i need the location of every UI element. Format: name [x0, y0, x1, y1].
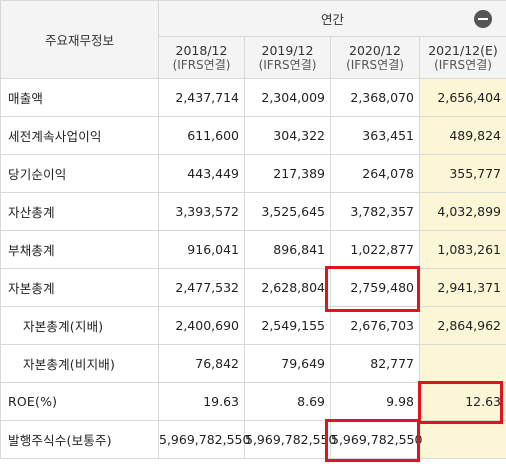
- table-cell: 2,628,804: [244, 268, 331, 307]
- table-cell: 12.63: [418, 382, 506, 421]
- column-basis: (IFRS연결): [346, 57, 404, 72]
- table-cell: 3,525,645: [244, 192, 331, 231]
- table-row: ROE(%) 19.63 8.69 9.98 12.63: [0, 382, 506, 421]
- table-cell: 5,969,782,550: [158, 420, 250, 459]
- table-cell: [418, 344, 506, 383]
- table-row: 매출액 2,437,714 2,304,009 2,368,070 2,656,…: [0, 78, 506, 117]
- table-cell: 2,304,009: [244, 78, 331, 117]
- table-cell: 2,941,371: [418, 268, 506, 307]
- table-cell: 3,782,357: [330, 192, 420, 231]
- row-label: 매출액: [0, 78, 159, 117]
- table-row: 자본총계(비지배) 76,842 79,649 82,777: [0, 344, 506, 383]
- table-cell: 79,649: [244, 344, 331, 383]
- column-header-2021e: 2021/12(E) (IFRS연결): [418, 36, 506, 79]
- table-cell: 2,368,070: [330, 78, 420, 117]
- table-cell: 5,969,782,550: [244, 420, 336, 459]
- table-row: 자본총계 2,477,532 2,628,804 2,759,480 2,941…: [0, 268, 506, 307]
- table-cell: 3,393,572: [158, 192, 245, 231]
- table-cell: 82,777: [330, 344, 420, 383]
- column-header-2020: 2020/12 (IFRS연결): [330, 36, 420, 79]
- table-cell: 2,400,690: [158, 306, 245, 345]
- annual-label: 연간: [321, 12, 345, 27]
- table-row: 발행주식수(보통주) 5,969,782,550 5,969,782,550 5…: [0, 420, 506, 459]
- row-label: 자본총계(지배): [0, 306, 159, 345]
- table-cell: 2,437,714: [158, 78, 245, 117]
- column-period: 2018/12: [175, 42, 228, 58]
- table-cell: 8.69: [244, 382, 331, 421]
- row-label: 자산총계: [0, 192, 159, 231]
- column-header-2019: 2019/12 (IFRS연결): [244, 36, 331, 79]
- table-cell: [418, 420, 506, 459]
- table-cell: 611,600: [158, 116, 245, 155]
- table-cell: 2,864,962: [418, 306, 506, 345]
- table-cell: 2,656,404: [418, 78, 506, 117]
- annual-group-header: 연간: [157, 0, 506, 37]
- table-row: 부채총계 916,041 896,841 1,022,877 1,083,261: [0, 230, 506, 269]
- column-basis: (IFRS연결): [172, 57, 231, 72]
- table-cell: 489,824: [418, 116, 506, 155]
- table-row: 당기순이익 443,449 217,389 264,078 355,777: [0, 154, 506, 193]
- table-cell: 2,549,155: [244, 306, 331, 345]
- row-label: ROE(%): [0, 382, 159, 421]
- table-cell: 1,083,261: [418, 230, 506, 269]
- table-cell: 217,389: [244, 154, 331, 193]
- table-cell: 76,842: [158, 344, 245, 383]
- column-basis: (IFRS연결): [434, 57, 492, 72]
- table-cell: 2,759,480: [330, 268, 420, 307]
- table-row: 자본총계(지배) 2,400,690 2,549,155 2,676,703 2…: [0, 306, 506, 345]
- table-cell: 4,032,899: [418, 192, 506, 231]
- table-cell: 896,841: [244, 230, 331, 269]
- table-cell: 264,078: [330, 154, 420, 193]
- table-cell: 2,477,532: [158, 268, 245, 307]
- column-header-2018: 2018/12 (IFRS연결): [158, 36, 245, 79]
- table-row: 자산총계 3,393,572 3,525,645 3,782,357 4,032…: [0, 192, 506, 231]
- row-label: 세전계속사업이익: [0, 116, 159, 155]
- table-cell: 363,451: [330, 116, 420, 155]
- column-period: 2020/12: [349, 42, 401, 58]
- row-label: 자본총계(비지배): [0, 344, 159, 383]
- row-label: 당기순이익: [0, 154, 159, 193]
- corner-header: 주요재무정보: [0, 0, 159, 79]
- table-cell: 916,041: [158, 230, 245, 269]
- row-label: 자본총계: [0, 268, 159, 307]
- table-cell: 2,676,703: [330, 306, 420, 345]
- table-cell: 1,022,877: [330, 230, 420, 269]
- minus-circle-icon[interactable]: [474, 10, 492, 28]
- table-cell: 304,322: [244, 116, 331, 155]
- table-cell: 5,969,782,550: [330, 420, 422, 459]
- row-label: 발행주식수(보통주): [0, 420, 159, 459]
- table-cell: 9.98: [330, 382, 420, 421]
- table-row: 세전계속사업이익 611,600 304,322 363,451 489,824: [0, 116, 506, 155]
- column-basis: (IFRS연결): [258, 57, 317, 72]
- row-label: 부채총계: [0, 230, 159, 269]
- table-cell: 355,777: [418, 154, 506, 193]
- table-cell: 19.63: [158, 382, 245, 421]
- column-period: 2021/12(E): [428, 42, 498, 58]
- column-period: 2019/12: [261, 42, 314, 58]
- table-cell: 443,449: [158, 154, 245, 193]
